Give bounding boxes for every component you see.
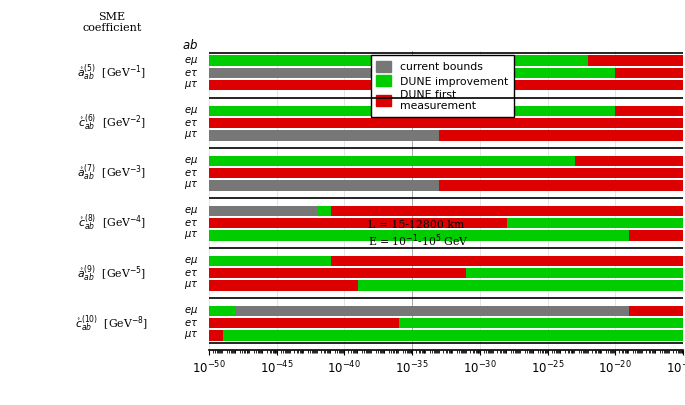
Bar [209, 306, 629, 316]
Text: $e\mu$: $e\mu$ [184, 305, 199, 317]
Bar [209, 256, 331, 266]
Bar [209, 206, 331, 216]
Text: $e\mu$: $e\mu$ [184, 55, 199, 67]
Text: $\mathring{c}_{ab}^{(6)}$  [GeV$^{-2}$]: $\mathring{c}_{ab}^{(6)}$ [GeV$^{-2}$] [77, 113, 146, 133]
Bar [209, 68, 480, 78]
Bar [209, 306, 683, 316]
Text: $\mathring{c}_{ab}^{(10)}$  [GeV$^{-8}$]: $\mathring{c}_{ab}^{(10)}$ [GeV$^{-8}$] [75, 313, 148, 334]
Text: $\mu\tau$: $\mu\tau$ [184, 229, 199, 241]
Bar [209, 180, 683, 191]
Text: $e\mu$: $e\mu$ [184, 205, 199, 217]
Bar [209, 206, 317, 216]
Bar [209, 218, 683, 228]
Bar [209, 330, 683, 341]
Bar [209, 68, 683, 78]
Bar [209, 256, 683, 266]
Bar [209, 130, 683, 141]
Text: $e\tau$: $e\tau$ [184, 118, 199, 128]
Text: $\mu\tau$: $\mu\tau$ [184, 79, 199, 91]
Bar [209, 280, 358, 291]
Text: $\mu\tau$: $\mu\tau$ [184, 329, 199, 341]
Bar [209, 218, 507, 228]
Bar [209, 280, 683, 291]
Bar [209, 80, 683, 90]
Bar [209, 130, 683, 141]
Bar [209, 306, 236, 316]
Bar [209, 156, 683, 166]
Bar [209, 256, 683, 266]
Text: $\mathring{a}_{ab}^{(7)}$  [GeV$^{-3}$]: $\mathring{a}_{ab}^{(7)}$ [GeV$^{-3}$] [77, 163, 146, 183]
Bar [209, 330, 683, 341]
Bar [209, 268, 683, 278]
Bar [209, 106, 615, 116]
Text: $\mu\tau$: $\mu\tau$ [184, 179, 199, 191]
Text: $e\tau$: $e\tau$ [184, 268, 199, 278]
Bar [209, 55, 683, 66]
Bar [209, 280, 683, 291]
Bar [209, 106, 683, 116]
Text: $ab$: $ab$ [182, 38, 199, 52]
Text: $e\tau$: $e\tau$ [184, 68, 199, 78]
Bar [209, 318, 683, 328]
Text: L = 15-12800 km
E = 10$^{-1}$-10$^{5}$ GeV: L = 15-12800 km E = 10$^{-1}$-10$^{5}$ G… [368, 220, 469, 249]
Bar [209, 80, 683, 90]
Bar [209, 180, 683, 191]
Bar [209, 55, 588, 66]
Bar [209, 268, 683, 278]
Bar [209, 106, 683, 116]
Legend: current bounds, DUNE improvement, DUNE first
measurement: current bounds, DUNE improvement, DUNE f… [371, 55, 514, 117]
Bar [209, 130, 439, 141]
Bar [209, 156, 575, 166]
Bar [209, 55, 683, 66]
Bar [209, 168, 683, 178]
Bar [209, 230, 629, 241]
Text: $e\tau$: $e\tau$ [184, 318, 199, 328]
Bar [209, 206, 683, 216]
Text: SME
coefficient: SME coefficient [82, 11, 141, 33]
Text: $e\mu$: $e\mu$ [184, 155, 199, 167]
Text: $e\tau$: $e\tau$ [184, 218, 199, 228]
Text: $e\mu$: $e\mu$ [184, 105, 199, 117]
Bar [209, 118, 683, 128]
Text: $\mathring{a}_{ab}^{(9)}$  [GeV$^{-5}$]: $\mathring{a}_{ab}^{(9)}$ [GeV$^{-5}$] [77, 263, 146, 284]
Text: $e\mu$: $e\mu$ [184, 255, 199, 267]
Bar [209, 156, 683, 166]
Bar [209, 318, 683, 328]
Bar [209, 330, 223, 341]
Bar [209, 168, 683, 178]
Text: $\mathring{c}_{ab}^{(8)}$  [GeV$^{-4}$]: $\mathring{c}_{ab}^{(8)}$ [GeV$^{-4}$] [77, 213, 146, 233]
Bar [209, 318, 399, 328]
Text: $e\tau$: $e\tau$ [184, 168, 199, 178]
Bar [209, 180, 439, 191]
Bar [209, 80, 683, 90]
Bar [209, 68, 615, 78]
Bar [209, 118, 683, 128]
Text: $\mu\tau$: $\mu\tau$ [184, 129, 199, 141]
Text: $\mathring{a}_{ab}^{(5)}$  [GeV$^{-1}$]: $\mathring{a}_{ab}^{(5)}$ [GeV$^{-1}$] [77, 63, 146, 83]
Bar [209, 230, 683, 241]
Bar [209, 218, 683, 228]
Text: $\mu\tau$: $\mu\tau$ [184, 279, 199, 291]
Bar [209, 268, 466, 278]
Bar [209, 230, 683, 241]
Bar [209, 118, 683, 128]
Bar [209, 168, 683, 178]
